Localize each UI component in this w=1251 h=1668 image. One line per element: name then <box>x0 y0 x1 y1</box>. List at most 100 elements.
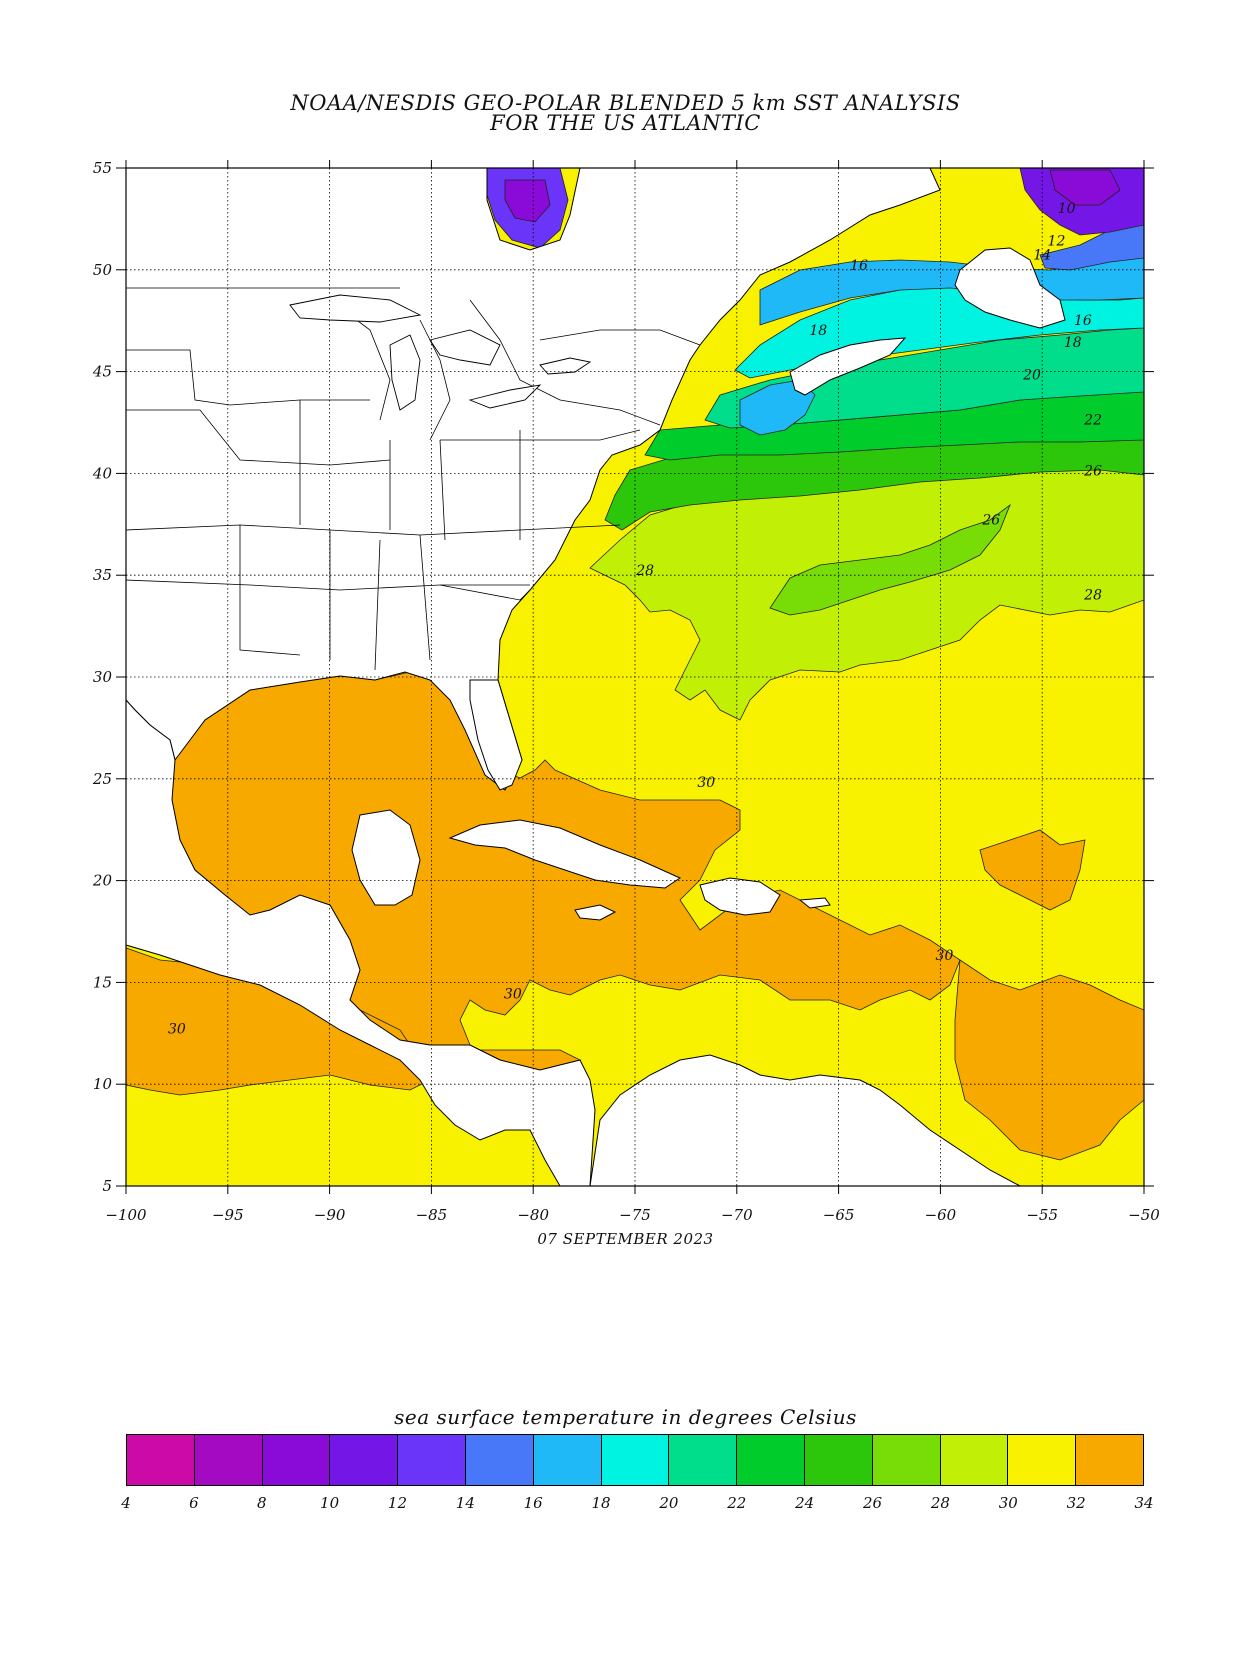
land-central-america-mexico <box>126 699 596 1186</box>
lon-tick-label: −85 <box>416 1206 448 1224</box>
map-title-line-2: FOR THE US ATLANTIC <box>490 111 761 135</box>
colorbar-label: 6 <box>189 1494 199 1512</box>
colorbar-label: 34 <box>1134 1494 1154 1512</box>
lon-tick-label: −65 <box>823 1206 855 1224</box>
colorbar <box>126 1434 1144 1486</box>
colorbar-label: 30 <box>998 1494 1018 1512</box>
lon-tick-label: −60 <box>925 1206 957 1224</box>
colorbar-label: 14 <box>455 1494 475 1512</box>
lat-tick-label: 45 <box>92 363 112 381</box>
contour-label: 26 <box>981 512 1000 528</box>
colorbar-label: 26 <box>862 1494 883 1512</box>
longitude-axis-labels: −100 −95 −90 −85 −80 −75 −70 −65 −60 −55 −50 <box>105 1206 1160 1224</box>
colorbar-label: 4 <box>121 1494 131 1512</box>
water-12-14-gulf-stlawrence <box>1039 219 1144 271</box>
lat-tick-label: 40 <box>92 464 113 482</box>
lat-tick-label: 50 <box>93 261 113 279</box>
great-lakes <box>289 294 592 411</box>
colorbar-swatch <box>262 1435 331 1485</box>
contour-label: 20 <box>1022 368 1041 384</box>
colorbar-swatch <box>669 1435 738 1485</box>
colorbar-swatch <box>1076 1435 1143 1485</box>
land-south-america <box>589 1054 1021 1186</box>
lon-tick-label: −90 <box>314 1206 346 1224</box>
lon-tick-label: −80 <box>517 1206 549 1224</box>
warm-water-lesser-antilles-north <box>979 829 1086 911</box>
contour-label: 10 <box>1058 201 1076 217</box>
contour-label: 16 <box>850 258 868 274</box>
colorbar-swatch <box>872 1435 941 1485</box>
land-jamaica <box>574 904 617 921</box>
lon-tick-label: −55 <box>1026 1206 1058 1224</box>
colorbar-swatch <box>330 1435 399 1485</box>
land-nova-scotia <box>789 337 907 396</box>
water-8-10-labrador-core <box>1049 169 1121 206</box>
colorbar-label: 20 <box>659 1494 679 1512</box>
water-24-26-patch <box>769 503 1011 616</box>
graticule <box>126 168 1144 1186</box>
contour-label: 16 <box>1074 313 1092 329</box>
map-title-line-1: NOAA/NESDIS GEO-POLAR BLENDED 5 km SST A… <box>290 91 961 115</box>
colorbar-swatch <box>601 1435 670 1485</box>
contour-label: 22 <box>1083 413 1102 429</box>
lat-tick-label: 35 <box>93 566 112 584</box>
water-14-16-gulf-of-maine <box>739 379 816 436</box>
contour-label: 30 <box>697 775 715 791</box>
contour-label: 30 <box>168 1021 186 1037</box>
colorbar-label: 18 <box>591 1494 611 1512</box>
contour-label: 28 <box>1083 588 1102 604</box>
colorbar-swatch <box>533 1435 602 1485</box>
colorbar-swatch <box>737 1435 805 1485</box>
lat-tick-label: 25 <box>92 770 112 788</box>
land-puerto-rico <box>798 897 831 909</box>
land-hispaniola <box>699 877 781 916</box>
land-florida <box>469 679 523 791</box>
state-borders <box>125 287 701 671</box>
colorbar-swatch <box>1008 1435 1077 1485</box>
colorbar-label: 28 <box>930 1494 950 1512</box>
contour-label: 14 <box>1033 248 1051 264</box>
colorbar-label: 12 <box>387 1494 407 1512</box>
water-hudson-bay-core <box>504 179 551 223</box>
colorbar-label: 24 <box>795 1494 815 1512</box>
analysis-date: 07 SEPTEMBER 2023 <box>537 1230 714 1248</box>
contour-label: 12 <box>1048 233 1066 249</box>
lon-tick-label: −70 <box>721 1206 753 1224</box>
colorbar-labels: 4 6 8 10 12 14 16 18 20 22 24 26 28 30 32 34 <box>121 1494 1153 1514</box>
colorbar-swatch <box>127 1435 195 1485</box>
colorbar-swatch <box>804 1435 873 1485</box>
colorbar-label: 16 <box>523 1494 543 1512</box>
lat-tick-label: 20 <box>92 872 113 890</box>
colorbar-swatch <box>465 1435 534 1485</box>
contour-label: 28 <box>635 563 654 579</box>
contour-label: 30 <box>936 948 954 964</box>
colorbar-label: 8 <box>256 1494 267 1512</box>
contour-label: 18 <box>809 323 827 339</box>
colorbar-title: sea surface temperature in degrees Celsi… <box>394 1405 857 1429</box>
lat-tick-label: 10 <box>93 1075 113 1093</box>
colorbar-swatch <box>940 1435 1009 1485</box>
warm-water-east-tropical <box>954 959 1144 1161</box>
land-north-america <box>126 168 941 791</box>
lat-tick-label: 5 <box>102 1177 112 1195</box>
colorbar-swatch <box>194 1435 263 1485</box>
colorbar-swatch <box>398 1435 466 1485</box>
lat-tick-label: 55 <box>93 159 112 177</box>
land-newfoundland <box>954 247 1066 329</box>
colorbar-label: 32 <box>1066 1494 1086 1512</box>
water-14-16-band <box>759 254 1144 326</box>
contour-label: 26 <box>1083 463 1102 479</box>
contour-label: 30 <box>504 987 522 1003</box>
lat-tick-label: 30 <box>93 668 113 686</box>
lon-tick-label: −50 <box>1128 1206 1160 1224</box>
lon-tick-label: −75 <box>619 1206 651 1224</box>
contour-label: 18 <box>1064 335 1082 351</box>
tick-marks <box>116 160 1154 1194</box>
latitude-axis-labels: 5 10 15 20 25 30 35 40 45 50 55 <box>92 159 113 1195</box>
colorbar-label: 10 <box>320 1494 340 1512</box>
colorbar-label: 22 <box>727 1494 747 1512</box>
land-cuba <box>448 819 682 889</box>
land-yucatan <box>351 809 421 906</box>
